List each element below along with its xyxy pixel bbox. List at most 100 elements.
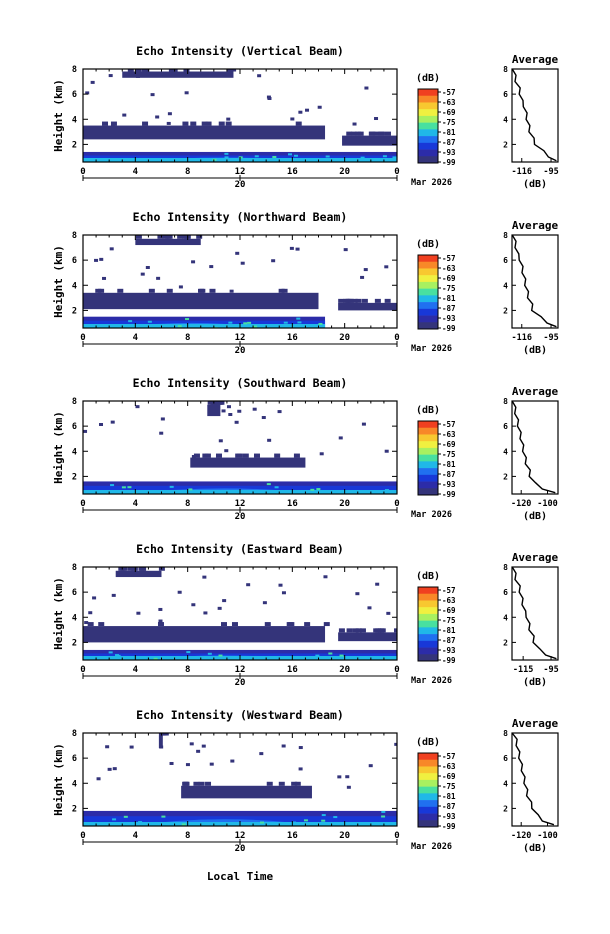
- heatmap-cell: [102, 121, 109, 126]
- heatmap-cell: [321, 814, 326, 817]
- heatmap-cell: [287, 153, 292, 156]
- x-tick-label: 16: [287, 499, 298, 509]
- panel-title: Echo Intensity (Eastward Beam): [136, 542, 344, 556]
- heatmap-cell: [274, 453, 281, 458]
- average-y-tick-label: 2: [503, 306, 508, 315]
- colorbar-swatch: [418, 89, 438, 97]
- x-axis-label: Local Time: [207, 870, 274, 883]
- heatmap-cell: [169, 485, 174, 488]
- colorbar-swatch: [418, 620, 438, 628]
- average-y-tick-label: 2: [503, 140, 508, 149]
- day-label: 20: [235, 180, 246, 190]
- heatmap-cell: [331, 490, 336, 493]
- heatmap-cell: [338, 302, 397, 311]
- heatmap-cell: [361, 422, 366, 426]
- average-x-label: (dB): [523, 179, 547, 190]
- heatmap-cell: [378, 131, 385, 136]
- average-x-label: (dB): [523, 843, 547, 854]
- heatmap-cell: [191, 603, 196, 607]
- heatmap-cell: [242, 453, 249, 458]
- heatmap-cell: [352, 628, 359, 633]
- average-line: [511, 400, 556, 494]
- average-y-tick-label: 6: [503, 422, 508, 431]
- heatmap-cell: [375, 582, 380, 586]
- colorbar-swatch: [418, 102, 438, 110]
- heatmap-cell: [252, 407, 257, 411]
- day-label: 20: [235, 678, 246, 688]
- heatmap-cell: [222, 599, 227, 603]
- panel-title: Echo Intensity (Southward Beam): [133, 376, 348, 390]
- heatmap-cell: [88, 611, 93, 615]
- heatmap-cell: [360, 275, 365, 279]
- heatmap-cell: [347, 298, 354, 303]
- heatmap-cell: [157, 235, 164, 239]
- heatmap-cell: [281, 744, 286, 748]
- average-x-tick-label: -116: [512, 167, 532, 177]
- colorbar-tick-label: -81: [442, 128, 456, 137]
- heatmap-cell: [293, 453, 300, 458]
- colorbar-tick-label: -87: [442, 138, 456, 147]
- colorbar-swatch: [418, 786, 438, 794]
- heatmap-cell: [177, 235, 184, 239]
- heatmap-cell: [218, 121, 225, 126]
- x-tick-label: 4: [133, 499, 139, 509]
- x-tick-label: 0: [80, 499, 85, 509]
- heatmap-cell: [264, 622, 271, 627]
- heatmap-cell: [145, 265, 150, 269]
- heatmap-cell: [157, 622, 164, 627]
- heatmap-cell: [225, 121, 232, 126]
- average-x-tick-label: -100: [537, 831, 557, 841]
- colorbar-swatch: [418, 129, 438, 137]
- heatmap-cell: [328, 652, 333, 655]
- average-x-label: (dB): [523, 511, 547, 522]
- colorbar-swatch: [418, 421, 438, 429]
- heatmap-cell: [198, 781, 205, 786]
- heatmap-cell: [261, 416, 266, 420]
- heatmap-cell: [205, 781, 212, 786]
- average-y-tick-label: 8: [503, 231, 508, 240]
- colorbar-swatch: [418, 600, 438, 608]
- heatmap-cell: [318, 322, 323, 325]
- average-x-label: (dB): [523, 677, 547, 688]
- x-tick-label: 20: [339, 499, 350, 509]
- average-y-tick-label: 4: [503, 447, 508, 456]
- heatmap-cell: [167, 112, 172, 116]
- heatmap-cell: [361, 298, 368, 303]
- average-x-tick-label: -95: [543, 333, 558, 343]
- heatmap-cell: [203, 611, 208, 615]
- heatmap-cell: [321, 819, 326, 822]
- heatmap-cell: [319, 452, 324, 456]
- heatmap-cell: [92, 596, 97, 600]
- colorbar-swatch: [418, 281, 438, 289]
- average-y-tick-label: 8: [503, 563, 508, 572]
- heatmap-cell: [205, 121, 212, 126]
- colorbar-frame: [417, 752, 439, 828]
- colorbar-tick-label: -57: [442, 586, 456, 595]
- heatmap-cell: [344, 298, 351, 303]
- heatmap-cell: [231, 622, 238, 627]
- heatmap-cell: [83, 626, 326, 643]
- heatmap-cell: [221, 409, 226, 413]
- x-tick-label: 12: [235, 499, 246, 509]
- heatmap-cell: [147, 320, 152, 323]
- heatmap-cell: [98, 622, 105, 627]
- average-profile: Average 2 4 6 8 -120 -100 (dB): [503, 385, 559, 522]
- heatmap-cell: [181, 823, 186, 826]
- colorbar: (dB)-57-63-69-75-81-87-93-99: [416, 571, 456, 665]
- heatmap-cell: [368, 131, 375, 136]
- heatmap-cell: [181, 240, 186, 244]
- heatmap-cell: [85, 91, 90, 95]
- heatmap-cell: [150, 93, 155, 97]
- heatmap-cell: [121, 486, 126, 489]
- plot-frame: [82, 68, 398, 163]
- colorbar-unit: (dB): [416, 73, 440, 84]
- heatmap-cell: [368, 764, 373, 768]
- heatmap-cell: [305, 108, 310, 112]
- heatmap-cell: [218, 439, 223, 443]
- heatmap-cell: [215, 401, 222, 405]
- heatmap-cell: [185, 763, 190, 767]
- heatmap-cell: [142, 121, 149, 126]
- heatmap-cell: [161, 815, 166, 818]
- colorbar-swatch: [418, 268, 438, 276]
- heatmap-cell: [226, 117, 231, 121]
